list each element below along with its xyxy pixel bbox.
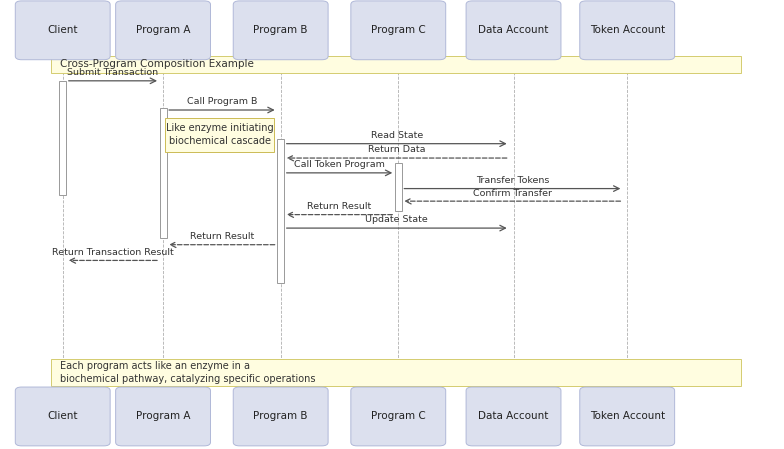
Text: Return Result: Return Result — [307, 202, 372, 211]
FancyBboxPatch shape — [278, 139, 284, 283]
Text: Data Account: Data Account — [478, 411, 549, 422]
FancyBboxPatch shape — [60, 81, 66, 195]
FancyBboxPatch shape — [16, 1, 110, 60]
FancyBboxPatch shape — [466, 387, 561, 446]
Text: Return Result: Return Result — [190, 232, 254, 241]
FancyBboxPatch shape — [351, 387, 445, 446]
FancyBboxPatch shape — [466, 1, 561, 60]
Text: Program A: Program A — [136, 25, 191, 35]
Text: Confirm Transfer: Confirm Transfer — [473, 189, 552, 198]
Text: Submit Transaction: Submit Transaction — [67, 68, 158, 77]
FancyBboxPatch shape — [51, 56, 741, 73]
Text: Each program acts like an enzyme in a
biochemical pathway, catalyzing specific o: Each program acts like an enzyme in a bi… — [60, 361, 316, 384]
Text: Client: Client — [48, 411, 78, 422]
Text: Token Account: Token Account — [590, 411, 665, 422]
Text: Return Transaction Result: Return Transaction Result — [52, 248, 174, 257]
FancyBboxPatch shape — [351, 1, 445, 60]
Text: Client: Client — [48, 25, 78, 35]
Text: Program C: Program C — [371, 25, 426, 35]
Text: Call Token Program: Call Token Program — [294, 160, 385, 169]
FancyBboxPatch shape — [579, 387, 674, 446]
FancyBboxPatch shape — [16, 387, 110, 446]
FancyBboxPatch shape — [233, 387, 328, 446]
FancyBboxPatch shape — [116, 1, 210, 60]
Text: Like enzyme initiating
biochemical cascade: Like enzyme initiating biochemical casca… — [165, 123, 274, 146]
Text: Program B: Program B — [253, 411, 308, 422]
Text: Data Account: Data Account — [478, 25, 549, 35]
Text: Transfer Tokens: Transfer Tokens — [476, 176, 549, 185]
FancyBboxPatch shape — [159, 108, 166, 238]
FancyBboxPatch shape — [51, 359, 741, 386]
Text: Cross-Program Composition Example: Cross-Program Composition Example — [60, 59, 254, 69]
Text: Update State: Update State — [365, 216, 428, 224]
Text: Return Data: Return Data — [368, 145, 426, 154]
Text: Token Account: Token Account — [590, 25, 665, 35]
FancyBboxPatch shape — [579, 1, 674, 60]
Text: Call Program B: Call Program B — [187, 97, 257, 106]
FancyBboxPatch shape — [233, 1, 328, 60]
Text: Program A: Program A — [136, 411, 191, 422]
Text: Read State: Read State — [371, 131, 423, 140]
FancyBboxPatch shape — [116, 387, 210, 446]
FancyBboxPatch shape — [165, 118, 274, 152]
FancyBboxPatch shape — [394, 163, 402, 211]
Text: Program C: Program C — [371, 411, 426, 422]
Text: Program B: Program B — [253, 25, 308, 35]
